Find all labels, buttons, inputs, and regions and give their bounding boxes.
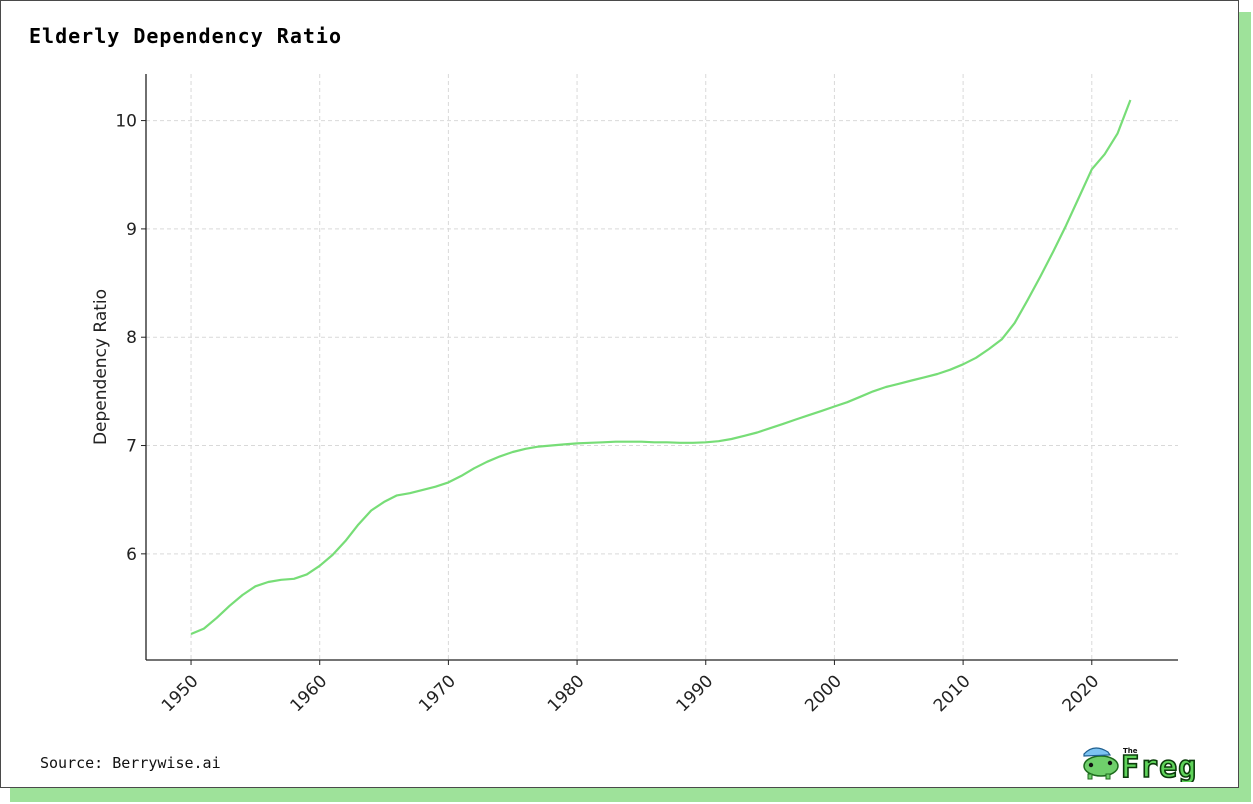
series-line: [190, 99, 1132, 636]
x-tick-label: 1960: [287, 671, 332, 716]
y-tick-label: 9: [126, 220, 137, 240]
y-axis-label: Dependency Ratio: [91, 289, 111, 445]
x-tick-label: 2010: [930, 671, 975, 716]
chart-card: [0, 0, 1239, 788]
y-tick-label: 8: [126, 328, 137, 348]
freg-logo: The Freg: [1083, 747, 1197, 782]
grid-lines: [146, 74, 1178, 660]
y-tick-label: 10: [115, 112, 137, 132]
logo-big-text: Freg: [1121, 750, 1197, 782]
y-axis-ticks: 6 7 8 9 10: [115, 112, 146, 565]
x-tick-label: 1980: [544, 671, 589, 716]
x-tick-label: 1970: [415, 671, 460, 716]
x-tick-label: 2020: [1059, 671, 1104, 716]
x-tick-label: 1990: [673, 671, 718, 716]
y-tick-label: 7: [126, 437, 137, 457]
y-tick-label: 6: [126, 545, 137, 565]
frog-mascot-icon: [1083, 747, 1119, 780]
source-note: Source: Berrywise.ai: [40, 754, 221, 772]
chart-axes: [145, 74, 1178, 661]
x-tick-label: 1950: [158, 671, 203, 716]
x-axis-ticks: 1950 1960 1970 1980 1990 2000 2010 2020: [158, 660, 1103, 716]
logo-small-text: The: [1123, 747, 1138, 755]
chart-title: Elderly Dependency Ratio: [29, 24, 342, 48]
x-tick-label: 2000: [801, 671, 846, 716]
